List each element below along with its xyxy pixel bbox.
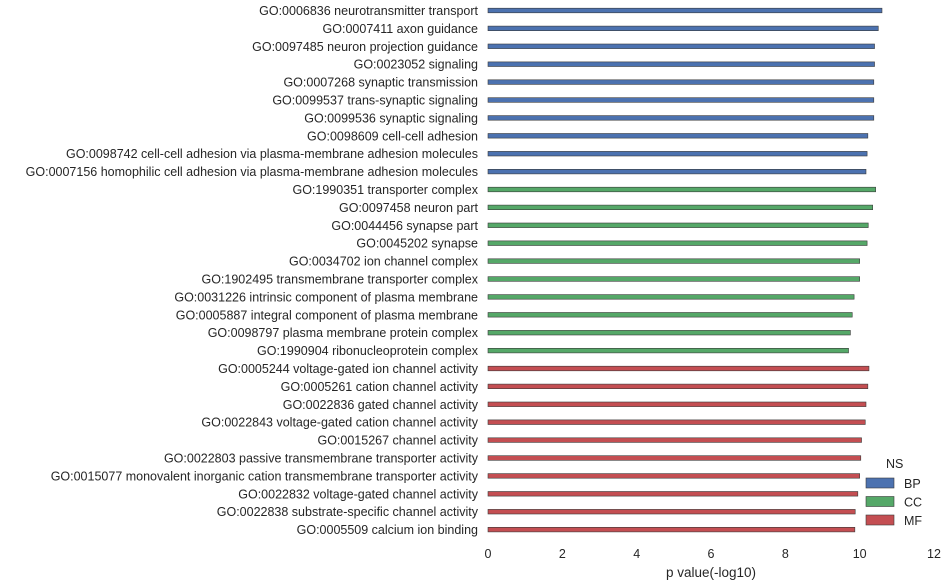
- category-label: GO:0005509 calcium ion binding: [297, 523, 478, 537]
- bar: [487, 312, 853, 318]
- x-axis: 0 2 4 6 8 10 12: [485, 547, 941, 561]
- bar: [487, 240, 868, 246]
- bar: [487, 455, 862, 461]
- bar: [487, 401, 867, 407]
- bar: [487, 365, 870, 372]
- bar: [487, 7, 883, 14]
- bar: [487, 437, 862, 443]
- category-label: GO:0097458 neuron part: [339, 201, 479, 215]
- x-axis-title: p value(-log10): [666, 565, 756, 580]
- bar: [487, 491, 859, 497]
- category-label: GO:0099536 synaptic signaling: [304, 111, 478, 125]
- legend-label: CC: [904, 496, 922, 510]
- bar: [487, 473, 860, 479]
- category-label: GO:0022836 gated channel activity: [283, 398, 479, 412]
- bar: [487, 526, 856, 533]
- legend-swatch: [865, 477, 895, 489]
- legend-label: MF: [904, 514, 922, 528]
- category-label: GO:0015077 monovalent inorganic cation t…: [51, 469, 479, 483]
- category-label: GO:0044456 synapse part: [331, 219, 478, 233]
- category-label: GO:0034702 ion channel complex: [289, 255, 479, 269]
- category-label: GO:0022838 substrate-specific channel ac…: [217, 505, 479, 519]
- category-label: GO:0022803 passive transmembrane transpo…: [164, 452, 479, 466]
- x-tick-label: 12: [927, 547, 941, 561]
- bar: [487, 186, 876, 193]
- bar: [487, 61, 875, 67]
- bar: [487, 133, 869, 139]
- bar: [487, 222, 869, 228]
- category-label: GO:0099537 trans-synaptic signaling: [272, 94, 478, 108]
- category-label: GO:0098742 cell-cell adhesion via plasma…: [66, 147, 478, 161]
- category-label: GO:0005244 voltage-gated ion channel act…: [218, 362, 479, 376]
- bar: [487, 294, 855, 300]
- bar: [487, 509, 856, 515]
- category-label: GO:0007411 axon guidance: [323, 22, 478, 36]
- bar: [487, 97, 875, 103]
- category-label: GO:0015267 channel activity: [317, 434, 478, 448]
- legend-title: NS: [886, 457, 903, 471]
- bar: [487, 419, 866, 425]
- category-labels: GO:0006836 neurotransmitter transport GO:…: [26, 4, 479, 537]
- bar: [487, 383, 869, 390]
- x-tick-label: 6: [708, 547, 715, 561]
- category-label: GO:1902495 transmembrane transporter com…: [201, 273, 478, 287]
- bar: [487, 169, 867, 175]
- category-label: GO:0098797 plasma membrane protein compl…: [208, 326, 479, 340]
- category-label: GO:0007156 homophilic cell adhesion via …: [26, 165, 478, 179]
- category-label: GO:0023052 signaling: [354, 58, 478, 72]
- x-tick-label: 4: [633, 547, 640, 561]
- bar: [487, 25, 879, 32]
- x-tick-label: 10: [853, 547, 867, 561]
- category-label: GO:0006836 neurotransmitter transport: [259, 4, 478, 18]
- bars-layer: [487, 7, 883, 533]
- category-label: GO:0098609 cell-cell adhesion: [307, 129, 478, 143]
- legend: NS BP CC MF: [865, 457, 922, 528]
- bar: [487, 204, 873, 211]
- category-label: GO:1990351 transporter complex: [292, 183, 478, 197]
- category-label: GO:0031226 intrinsic component of plasma…: [174, 290, 478, 304]
- bar: [487, 330, 851, 336]
- category-label: GO:0045202 synapse: [356, 237, 478, 251]
- category-label: GO:1990904 ribonucleoprotein complex: [257, 344, 479, 358]
- category-label: GO:0005887 integral component of plasma …: [176, 308, 478, 322]
- bar: [487, 258, 860, 264]
- bar: [487, 79, 875, 85]
- x-tick-label: 2: [559, 547, 566, 561]
- legend-swatch: [865, 496, 895, 507]
- category-label: GO:0007268 synaptic transmission: [283, 76, 478, 90]
- category-label: GO:0022832 voltage-gated channel activit…: [238, 487, 478, 501]
- x-tick-label: 8: [782, 547, 789, 561]
- legend-label: BP: [904, 477, 921, 491]
- category-label: GO:0022843 voltage-gated cation channel …: [201, 416, 478, 430]
- bar: [487, 115, 875, 121]
- category-label: GO:0005261 cation channel activity: [281, 380, 479, 394]
- bar: [487, 151, 868, 157]
- legend-swatch: [865, 514, 895, 526]
- bar: [487, 347, 849, 354]
- category-label: GO:0097485 neuron projection guidance: [252, 40, 478, 54]
- bar: [487, 43, 875, 49]
- bar: [487, 276, 860, 282]
- x-tick-label: 0: [485, 547, 492, 561]
